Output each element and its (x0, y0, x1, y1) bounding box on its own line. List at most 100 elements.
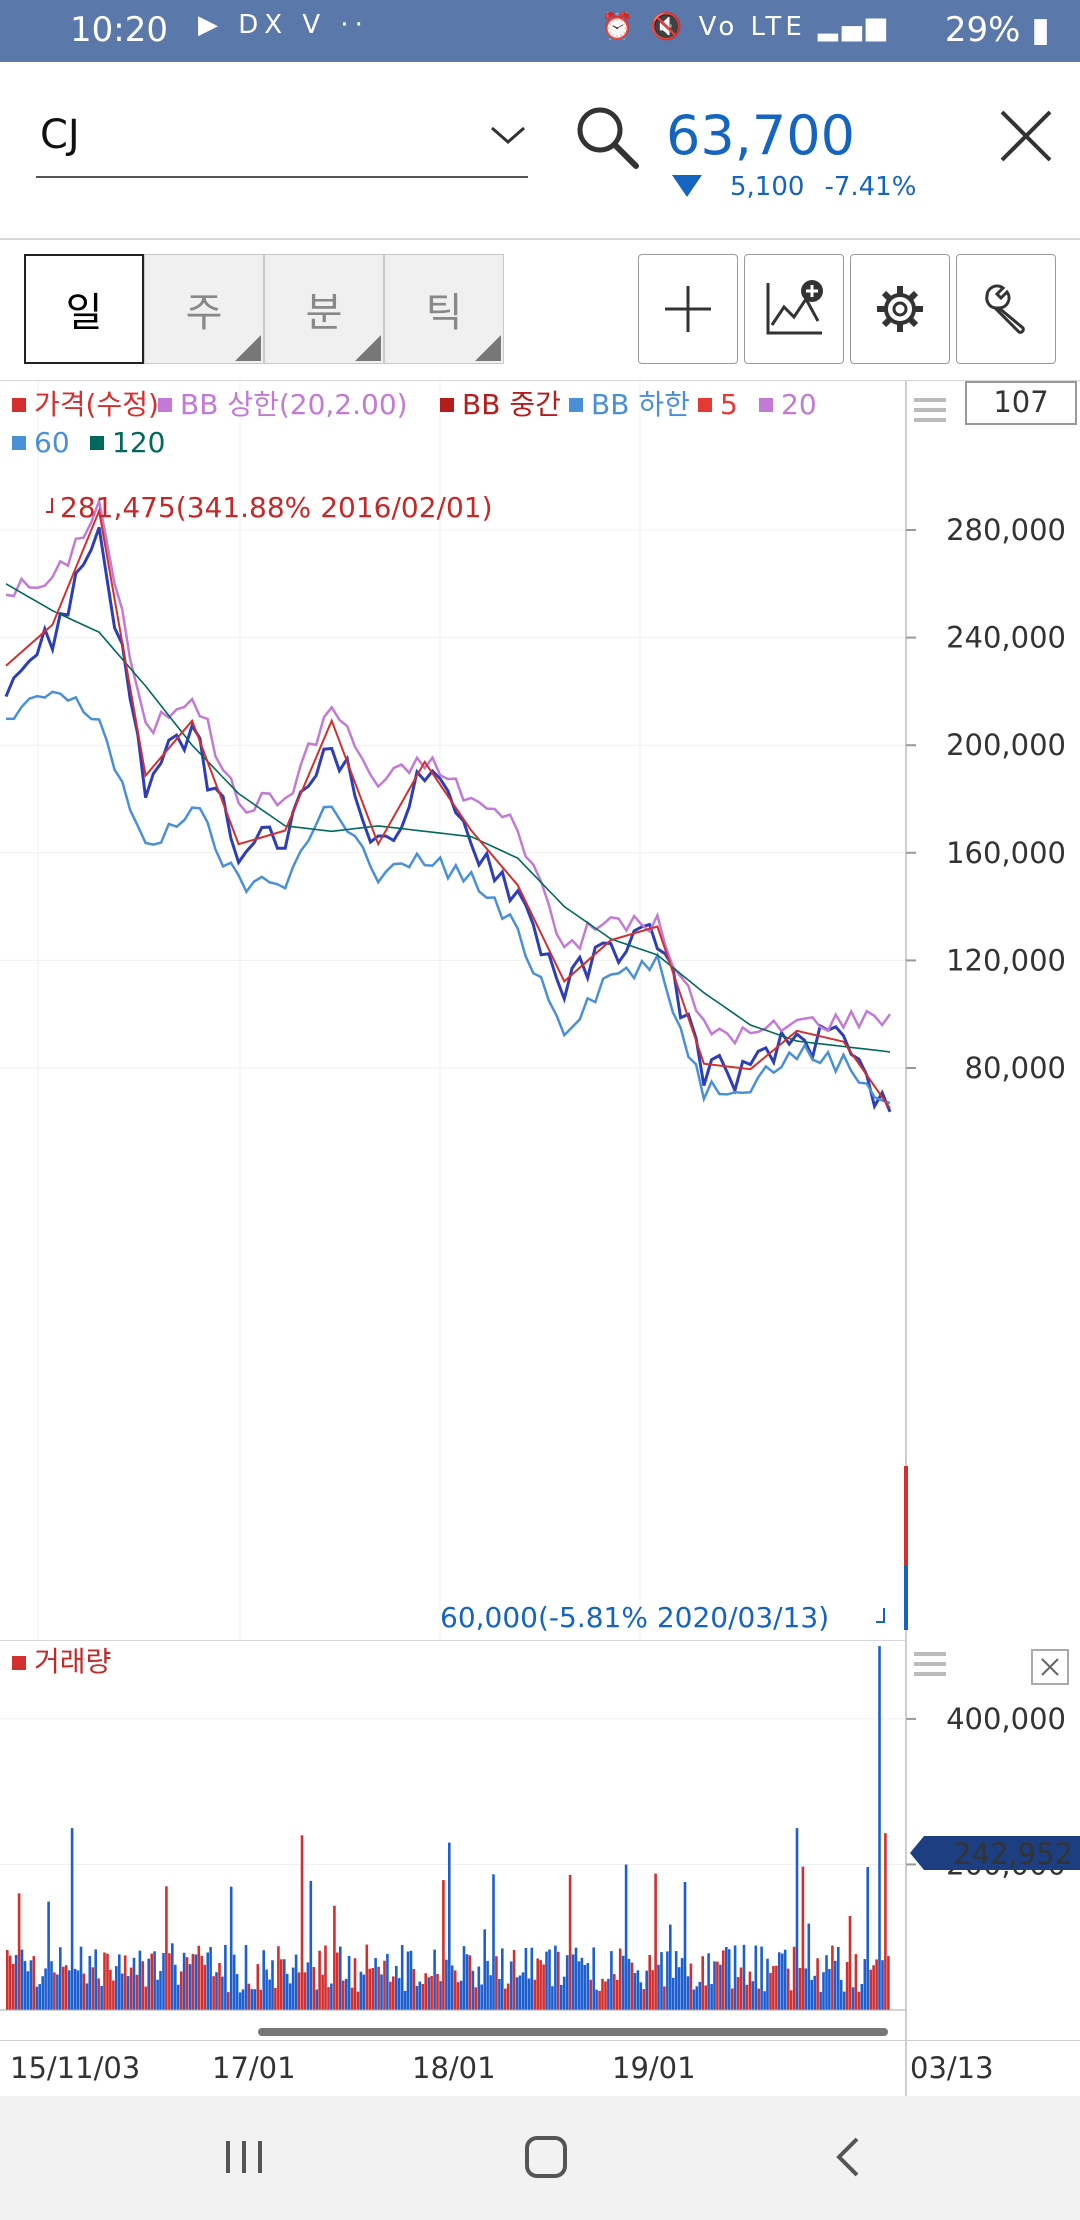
volume-bar (716, 1961, 719, 2010)
volume-bar (229, 1886, 233, 2010)
search-icon[interactable] (572, 102, 642, 172)
volume-bar (633, 1973, 637, 2010)
volume-bar (616, 1979, 619, 2010)
volume-bar (253, 1989, 257, 2010)
volume-bar (100, 1986, 103, 2010)
volume-bar (666, 1951, 669, 2010)
min-price-annotation: 60,000(-5.81% 2020/03/13) (440, 1601, 829, 1634)
volume-bar (41, 1976, 44, 2010)
volume-bar (179, 1971, 183, 2010)
y-tick-label: 160,000 (946, 836, 1066, 870)
volume-bar (604, 1981, 607, 2010)
period-input[interactable] (965, 381, 1077, 425)
volume-bar (601, 1978, 604, 2010)
volume-bar (498, 1978, 501, 2010)
crosshair-button[interactable] (638, 254, 738, 364)
volume-bar (707, 1953, 710, 2010)
volume-bar (557, 1951, 560, 2010)
volume-bar (453, 1970, 457, 2010)
volume-bar (330, 1983, 333, 2010)
price-change: 5,100 -7.41% (672, 172, 916, 202)
tab-week-label: 주 (185, 290, 223, 336)
back-icon (836, 2137, 859, 2177)
volume-bar (607, 1978, 610, 2010)
chart-scrollbar[interactable] (258, 2028, 888, 2036)
volume-bar (141, 1961, 145, 2010)
volume-bar (191, 1953, 195, 2010)
volume-bar (465, 1954, 469, 2010)
volume-bar (778, 1952, 781, 2010)
volume-bar (26, 1971, 30, 2010)
gear-icon (877, 286, 923, 332)
volume-bar (592, 1947, 595, 2010)
recent-apps-button[interactable] (204, 2122, 284, 2192)
volume-bar (162, 1953, 165, 2010)
back-button[interactable] (808, 2122, 888, 2192)
volume-bar (265, 1969, 268, 2010)
volume-bar (462, 1946, 466, 2010)
volume-bar (639, 1982, 643, 2010)
volume-bar (610, 1951, 613, 2010)
volume-bar (695, 1986, 699, 2010)
volume-bar (725, 1947, 728, 2010)
menu-handle-icon[interactable] (914, 398, 946, 422)
volume-bar (730, 1988, 734, 2010)
volume-bar (881, 1960, 884, 2010)
volume-bar (421, 1984, 425, 2010)
volume-chart[interactable]: 거래량 200,000400,000 242,952 (0, 1640, 1080, 2040)
volume-bar (804, 1968, 808, 2010)
price-chart[interactable]: 가격(수정) BB 상한(20,2.00) BB 중간 BB 하한 5 20 60 120 2… (0, 380, 1080, 1640)
volume-bar (775, 1965, 778, 2010)
submenu-corner-icon (355, 335, 381, 361)
volume-bar (185, 1957, 189, 2010)
volume-bar (786, 1968, 790, 2010)
close-icon[interactable] (1031, 1649, 1069, 1685)
volume-bar (32, 1956, 36, 2010)
add-indicator-button[interactable] (744, 254, 844, 364)
tab-week[interactable]: 주 (144, 254, 264, 364)
price-y-axis: 80,000 120,000 160,000 200,000 240,000 280,00… (906, 513, 1066, 1085)
volume-bar (545, 1951, 548, 2010)
volume-bar (851, 1987, 855, 2010)
volume-bar (521, 1972, 525, 2010)
volume-bar (212, 1976, 215, 2010)
volume-bar (11, 1963, 15, 2010)
tab-day[interactable]: 일 (24, 254, 144, 364)
volume-bar (8, 1955, 12, 2010)
close-icon[interactable] (998, 100, 1054, 170)
chevron-down-icon[interactable] (488, 120, 528, 150)
volume-bar (819, 1991, 822, 2010)
tab-tick[interactable]: 틱 (384, 254, 504, 364)
volume-label: 거래량 (34, 1645, 111, 1678)
volume-bar (56, 1974, 59, 2010)
volume-bar (733, 1945, 737, 2010)
settings-button[interactable] (850, 254, 950, 364)
volume-bar (327, 1987, 330, 2010)
menu-handle-icon[interactable] (914, 1652, 946, 1676)
chart-legend: 가격(수정) BB 상한(20,2.00) BB 중간 BB 하한 5 20 60 120 (12, 388, 817, 459)
volume-bar (560, 1984, 563, 2010)
volume-bar (427, 1977, 430, 2010)
volume-bar (769, 1972, 772, 2010)
volume-bar (698, 1981, 702, 2010)
tools-button[interactable] (956, 254, 1056, 364)
stock-selector[interactable]: CJ (36, 102, 528, 178)
volume-bar (648, 1955, 651, 2010)
status-time: 10:20 (70, 10, 168, 50)
volume-bar (118, 1954, 121, 2010)
recent-apps-icon (226, 2141, 262, 2173)
volume-bar (383, 1960, 386, 2010)
legend-label: 가격(수정) (34, 388, 159, 421)
volume-bar (368, 1968, 371, 2010)
tab-minute[interactable]: 분 (264, 254, 384, 364)
home-button[interactable] (506, 2122, 586, 2192)
volume-bar (85, 1983, 89, 2010)
max-price-annotation: 281,475(341.88% 2016/02/01) (60, 491, 493, 524)
volume-bar (88, 1955, 92, 2010)
volume-bar (395, 1965, 398, 2010)
volume-bar (474, 1987, 478, 2010)
down-arrow-icon (672, 175, 702, 197)
volume-bar (256, 1964, 260, 2010)
volume-bar (112, 1980, 115, 2010)
volume-bar (842, 1991, 846, 2010)
